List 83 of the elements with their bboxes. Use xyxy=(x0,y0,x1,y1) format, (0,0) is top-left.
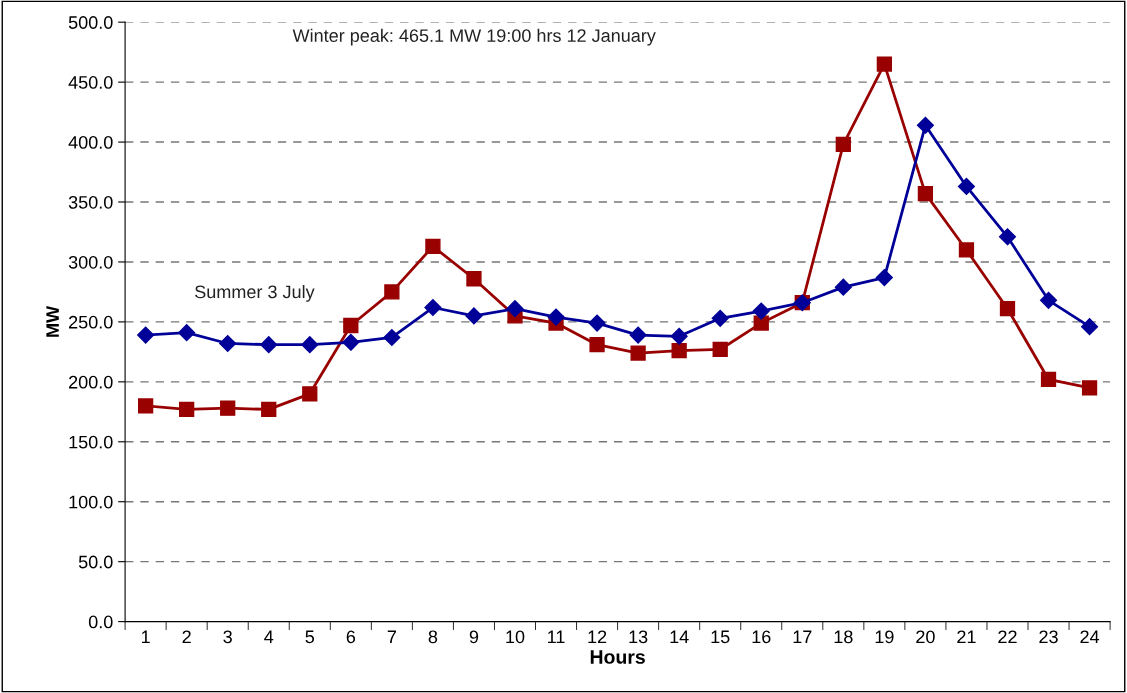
series-label: Summer 3 July xyxy=(195,285,315,302)
x-tick-label: 21 xyxy=(957,630,976,644)
x-tick-label: 17 xyxy=(793,630,812,644)
x-tick-label: 15 xyxy=(711,630,730,644)
x-tick-label: 6 xyxy=(346,630,356,644)
x-tick-label: 5 xyxy=(305,630,315,644)
x-tick-label: 24 xyxy=(1080,630,1100,644)
x-tick-label: 23 xyxy=(1039,630,1058,644)
point xyxy=(958,242,975,258)
y-tick-label: 400.0 xyxy=(68,136,113,149)
y-tick-label: 250.0 xyxy=(69,315,113,329)
x-tick-label: 11 xyxy=(548,630,565,644)
x-tick-label: 4 xyxy=(264,630,274,644)
point xyxy=(875,268,893,287)
x-tick-label: 1 xyxy=(141,630,150,644)
y-tick-label: 50.0 xyxy=(78,555,113,569)
point xyxy=(588,314,606,332)
point xyxy=(424,298,442,317)
x-tick-label: 9 xyxy=(469,630,479,644)
x-tick-label: 2 xyxy=(182,630,191,644)
y-tick-label: 500.0 xyxy=(68,16,113,29)
point xyxy=(383,328,401,347)
point xyxy=(137,398,154,414)
point xyxy=(671,343,687,359)
point xyxy=(179,401,195,418)
point xyxy=(1081,380,1098,396)
point xyxy=(506,300,524,318)
point xyxy=(342,333,360,351)
x-tick-label: 12 xyxy=(588,630,607,644)
point xyxy=(220,400,236,416)
point xyxy=(752,302,770,320)
point xyxy=(547,308,565,326)
x-tick-label: 18 xyxy=(834,630,853,644)
point xyxy=(137,326,155,344)
point xyxy=(261,401,277,418)
point xyxy=(302,386,318,402)
x-tick-label: 7 xyxy=(387,630,396,644)
point xyxy=(629,326,647,344)
point xyxy=(917,185,934,202)
y-tick-label: 300.0 xyxy=(68,255,113,269)
y-tick-label: 200.0 xyxy=(69,375,113,389)
point xyxy=(343,317,359,334)
point xyxy=(178,324,196,342)
point xyxy=(711,309,729,327)
point xyxy=(630,345,646,361)
y-tick-label: 0.0 xyxy=(88,615,113,629)
point xyxy=(753,315,769,331)
x-tick-label: 14 xyxy=(670,630,689,644)
y-tick-label: 150.0 xyxy=(69,435,113,449)
point xyxy=(835,136,851,153)
y-tick-label: 450.0 xyxy=(68,76,113,89)
point xyxy=(260,336,278,354)
point xyxy=(589,337,605,353)
y-tick-label: 100.0 xyxy=(69,495,113,509)
point xyxy=(834,278,852,296)
x-tick-label: 13 xyxy=(629,630,648,644)
point xyxy=(916,116,934,134)
point xyxy=(219,334,237,353)
x-tick-label: 10 xyxy=(506,630,525,644)
x-tick-label: 8 xyxy=(428,630,438,644)
x-tick-label: 20 xyxy=(916,630,935,644)
point xyxy=(1081,318,1099,336)
point xyxy=(876,56,893,72)
point xyxy=(712,341,728,358)
point xyxy=(301,336,319,354)
point xyxy=(425,238,441,255)
x-axis-title: Hours xyxy=(590,650,645,664)
y-axis-title: MW xyxy=(46,305,59,337)
annotation: Winter peak: 465.1 MW 19:00 hrs 12 January xyxy=(292,28,656,46)
point xyxy=(466,271,482,287)
x-tick-label: 19 xyxy=(875,630,894,644)
point xyxy=(1040,371,1057,388)
point xyxy=(998,228,1017,246)
x-tick-label: 3 xyxy=(223,630,232,644)
point xyxy=(999,301,1016,317)
point xyxy=(1039,291,1058,309)
point xyxy=(465,307,483,325)
point xyxy=(957,177,976,195)
y-tick-label: 350.0 xyxy=(68,195,113,209)
point xyxy=(384,284,400,300)
x-tick-label: 16 xyxy=(752,630,771,644)
x-tick-label: 22 xyxy=(998,630,1017,644)
point xyxy=(670,327,688,345)
